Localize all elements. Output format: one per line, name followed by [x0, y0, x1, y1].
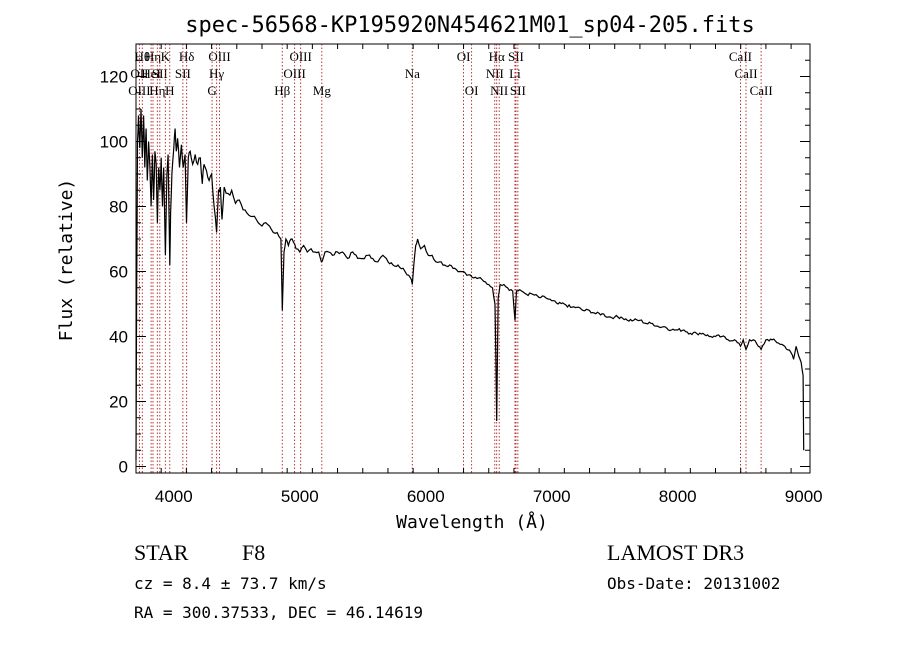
line-label: OII — [130, 66, 148, 81]
line-label: Mg — [313, 83, 332, 98]
line-label: SII — [175, 66, 191, 81]
line-label: SII — [152, 66, 168, 81]
line-label: OI — [457, 49, 471, 64]
line-label: OIII — [208, 49, 230, 64]
line-label: OIII — [289, 49, 311, 64]
object-class: STAR — [134, 540, 189, 565]
chart-title: spec-56568-KP195920N454621M01_sp04-205.f… — [185, 13, 755, 38]
y-tick-label: 80 — [109, 198, 128, 217]
spectrum-chart: spec-56568-KP195920N454621M01_sp04-205.f… — [56, 13, 823, 533]
line-label: SII — [508, 49, 524, 64]
line-label: NII — [486, 66, 504, 81]
x-tick-label: 5000 — [281, 487, 319, 506]
line-label: Hη — [149, 83, 165, 98]
line-label: G — [207, 83, 216, 98]
line-label: Hβ — [274, 83, 290, 98]
y-tick-label: 100 — [100, 133, 128, 152]
line-label: Na — [405, 66, 420, 81]
line-label: SII — [510, 83, 526, 98]
line-label: NII — [490, 83, 508, 98]
y-tick-label: 20 — [109, 393, 128, 412]
line-label: OIII — [128, 83, 150, 98]
y-tick-label: 0 — [119, 458, 128, 477]
y-tick-label: 120 — [100, 68, 128, 87]
plot-area — [135, 43, 811, 474]
line-label: Hη — [145, 49, 161, 64]
plot-frame — [135, 43, 811, 474]
y-axis-label: Flux (relative) — [56, 179, 77, 342]
x-axis-label: Wavelength (Å) — [396, 511, 548, 533]
line-label: HeI — [141, 66, 161, 81]
y-tick-label: 40 — [109, 328, 128, 347]
line-label: OI — [465, 83, 479, 98]
x-tick-label: 6000 — [407, 487, 445, 506]
spectral-subclass: F8 — [242, 540, 266, 565]
spectrum-line — [135, 108, 805, 461]
x-tick-label: 7000 — [533, 487, 571, 506]
line-label: Hα — [489, 49, 505, 64]
line-label: Hδ — [179, 49, 195, 64]
survey-name: LAMOST DR3 — [607, 540, 745, 565]
line-label: Li — [509, 66, 521, 81]
axis-ticks: 4000 5000 6000 7000 8000 9000 0 20 40 60 80 100 120 — [100, 43, 823, 506]
line-label: CaII — [729, 49, 752, 64]
line-label: OIII — [283, 66, 305, 81]
line-label: K — [161, 49, 171, 64]
x-tick-label: 9000 — [785, 487, 823, 506]
coordinates: RA = 300.37533, DEC = 46.14619 — [134, 603, 423, 622]
spectral-line-markers: OIIOIIIHθHeIHηHηSIIKHSIIHδGHγOIIIHβOIIIO… — [128, 44, 773, 473]
line-label: Hγ — [209, 66, 224, 81]
x-tick-label: 4000 — [155, 487, 193, 506]
obs-date: Obs-Date: 20131002 — [607, 574, 781, 593]
x-tick-label: 8000 — [659, 487, 697, 506]
line-label: CaII — [750, 83, 773, 98]
redshift-readout: cz = 8.4 ± 73.7 km/s — [134, 574, 327, 593]
line-label: H — [165, 83, 174, 98]
line-label: CaII — [734, 66, 757, 81]
y-tick-label: 60 — [109, 263, 128, 282]
